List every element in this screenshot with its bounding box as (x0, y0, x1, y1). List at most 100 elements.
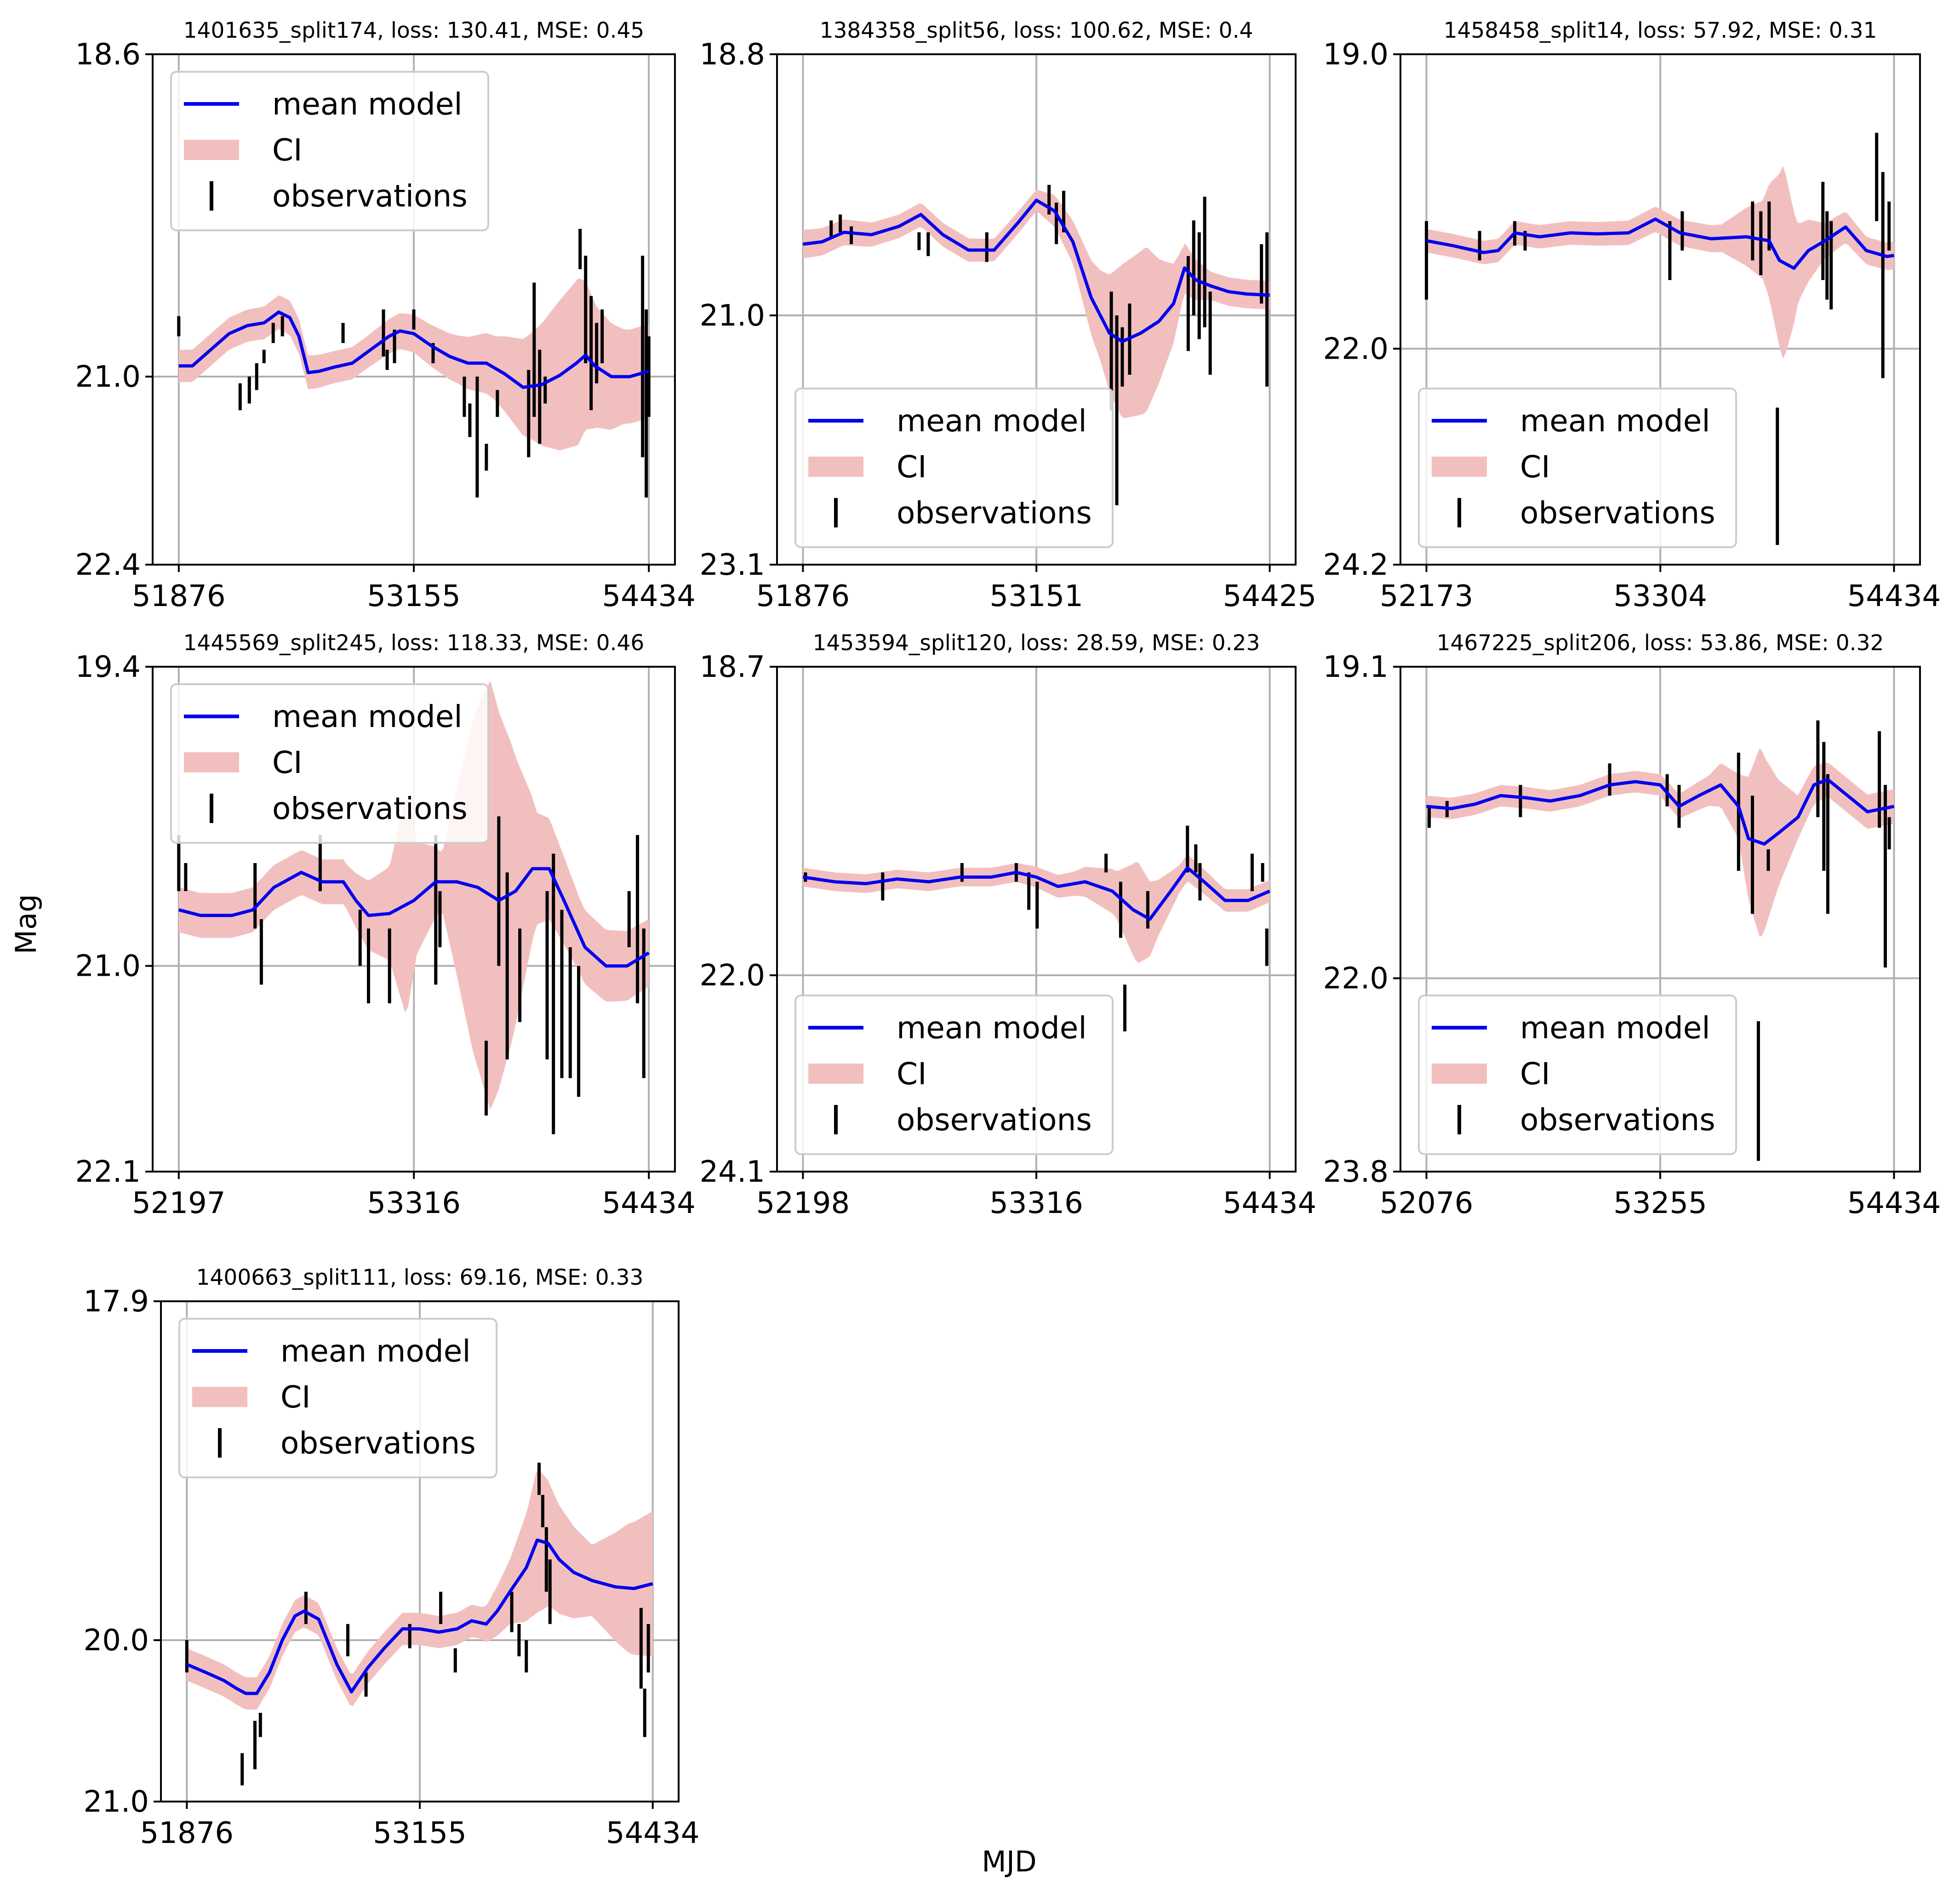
y-tick-label: 23.8 (1323, 1155, 1389, 1189)
x-tick-label: 53151 (989, 579, 1083, 613)
legend-label: CI (897, 449, 927, 485)
legend-ci-swatch (192, 1387, 247, 1407)
plot-area (177, 681, 650, 1134)
y-tick-label: 23.1 (700, 548, 766, 582)
legend-label: CI (272, 745, 303, 780)
x-tick-label: 54434 (1847, 1186, 1941, 1220)
plot-area (1425, 132, 1894, 545)
legend: mean model CI observations (794, 995, 1114, 1155)
legend-box (170, 71, 489, 231)
legend-label: mean model (897, 403, 1087, 439)
y-tick-label: 22.0 (1323, 961, 1389, 995)
x-tick-label: 53255 (1613, 1186, 1707, 1220)
chart-title: 1384358_split56, loss: 100.62, MSE: 0.4 (820, 18, 1253, 43)
panels-group: 1401635_split174, loss: 130.41, MSE: 0.4… (75, 18, 1941, 1850)
ci-band (178, 681, 649, 1110)
x-tick-label: 54434 (602, 579, 696, 613)
legend: mean model CI observations (794, 388, 1114, 548)
figure-ylabel: Mag (9, 894, 43, 955)
legend-label: mean model (1520, 1010, 1710, 1046)
ci-band (187, 1470, 653, 1710)
chart-title: 1401635_split174, loss: 130.41, MSE: 0.4… (183, 18, 645, 43)
x-tick-label: 53155 (367, 579, 461, 613)
x-tick-label: 53316 (989, 1186, 1083, 1220)
x-tick-label: 51876 (756, 579, 850, 613)
x-tick-label: 52198 (756, 1186, 850, 1220)
y-tick-label: 24.1 (700, 1155, 766, 1189)
y-tick-label: 21.0 (75, 360, 141, 394)
y-tick-label: 21.0 (84, 1785, 149, 1819)
legend-label: mean model (272, 86, 463, 122)
chart-panel-5: 1453594_split120, loss: 28.59, MSE: 0.23… (700, 630, 1317, 1220)
chart-panel-4: 1445569_split245, loss: 118.33, MSE: 0.4… (75, 630, 696, 1220)
plot-area (802, 825, 1270, 1031)
x-tick-label: 52076 (1380, 1186, 1474, 1220)
legend-box (178, 1318, 497, 1478)
chart-title: 1458458_split14, loss: 57.92, MSE: 0.31 (1444, 18, 1877, 43)
legend-ci-swatch (1432, 1064, 1487, 1084)
y-tick-label: 18.8 (700, 38, 766, 72)
legend-box (1418, 995, 1737, 1155)
legend-label: CI (1520, 449, 1550, 485)
y-tick-label: 24.2 (1323, 548, 1389, 582)
legend-label: observations (1520, 1102, 1715, 1138)
legend-ci-swatch (808, 457, 863, 477)
y-tick-label: 19.0 (1323, 38, 1389, 72)
mean-model-line (186, 1538, 653, 1695)
chart-title: 1453594_split120, loss: 28.59, MSE: 0.23 (813, 630, 1260, 656)
legend-label: observations (280, 1425, 476, 1461)
y-tick-label: 22.0 (1323, 332, 1389, 366)
legend-box (1418, 388, 1737, 548)
y-tick-label: 22.0 (700, 959, 766, 993)
ci-band (1426, 748, 1894, 937)
x-tick-label: 53316 (367, 1186, 461, 1220)
chart-title: 1445569_split245, loss: 118.33, MSE: 0.4… (183, 630, 645, 656)
ci-band (803, 189, 1270, 418)
x-tick-label: 54434 (602, 1186, 696, 1220)
mean-model-line (178, 867, 650, 968)
mean-model-line (1426, 778, 1895, 846)
legend-ci-swatch (1432, 457, 1487, 477)
mean-model-line (178, 310, 650, 389)
legend-box (170, 683, 489, 844)
y-tick-label: 20.0 (84, 1624, 149, 1658)
x-tick-label: 54434 (606, 1816, 700, 1850)
y-tick-label: 21.0 (700, 299, 766, 333)
x-tick-label: 54425 (1223, 579, 1317, 613)
chart-panel-3: 1458458_split14, loss: 57.92, MSE: 0.31 5… (1323, 18, 1941, 613)
legend-label: CI (897, 1056, 927, 1092)
mean-model-line (802, 199, 1270, 343)
x-tick-label: 51876 (140, 1816, 234, 1850)
mean-model-line (802, 866, 1270, 921)
plot-area (802, 184, 1270, 505)
legend: mean model CI observations (170, 683, 489, 844)
y-tick-label: 22.1 (75, 1155, 141, 1189)
x-tick-label: 52173 (1380, 579, 1474, 613)
legend-label: observations (897, 495, 1092, 531)
legend-label: observations (897, 1102, 1092, 1138)
ci-band (178, 278, 649, 451)
y-tick-label: 22.4 (75, 548, 141, 582)
y-tick-label: 18.6 (75, 38, 141, 72)
legend-ci-swatch (184, 752, 239, 772)
legend: mean model CI observations (178, 1318, 497, 1478)
legend-label: observations (1520, 495, 1715, 531)
plot-area (185, 1462, 653, 1785)
legend-box (794, 388, 1114, 548)
mean-model-line (1426, 217, 1894, 270)
y-tick-label: 18.7 (700, 650, 766, 684)
plot-area (1426, 720, 1895, 1161)
legend-label: CI (272, 132, 303, 168)
legend: mean model CI observations (170, 71, 489, 231)
chart-title: 1400663_split111, loss: 69.16, MSE: 0.33 (196, 1265, 644, 1290)
y-tick-label: 19.4 (75, 650, 141, 684)
legend-label: CI (280, 1379, 311, 1415)
legend-label: observations (272, 178, 468, 214)
x-tick-label: 54434 (1223, 1186, 1317, 1220)
legend-ci-swatch (808, 1064, 863, 1084)
legend-label: CI (1520, 1056, 1550, 1092)
chart-panel-6: 1467225_split206, loss: 53.86, MSE: 0.32… (1323, 630, 1941, 1220)
chart-panel-7: 1400663_split111, loss: 69.16, MSE: 0.33… (84, 1265, 700, 1850)
legend-ci-swatch (184, 140, 239, 160)
